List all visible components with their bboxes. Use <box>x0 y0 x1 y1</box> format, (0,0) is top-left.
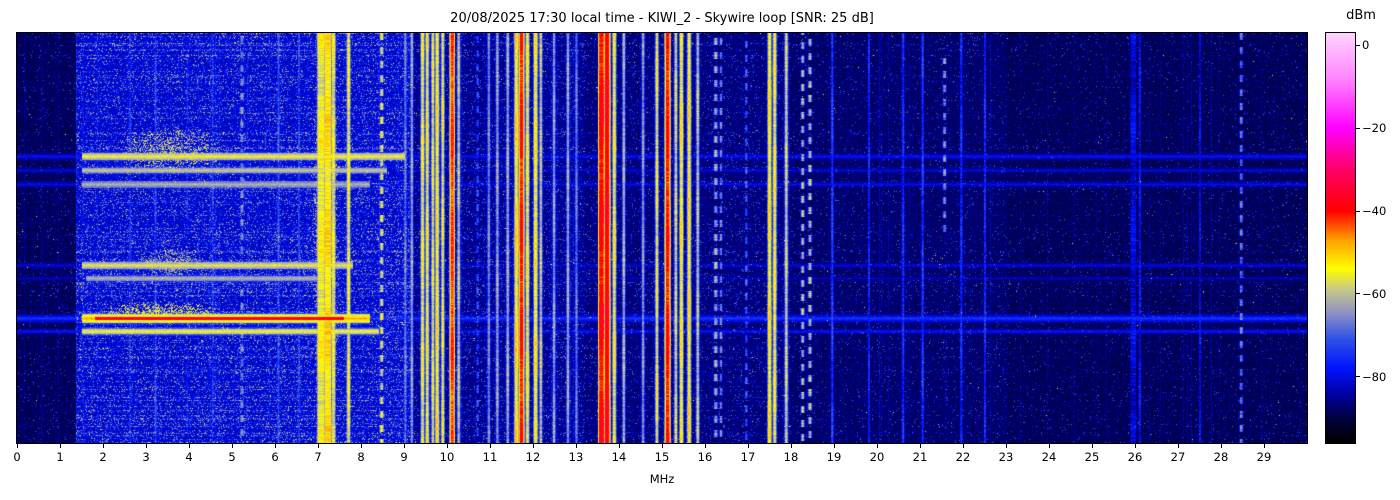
x-tick-label: 13 <box>568 450 584 464</box>
x-tick-mark <box>274 444 276 448</box>
x-tick-mark <box>1177 444 1179 448</box>
x-tick-mark <box>317 444 319 448</box>
colorbar-label: dBm <box>1346 8 1376 23</box>
colorbar-tick-mark <box>1356 376 1360 378</box>
x-tick-mark <box>1048 444 1050 448</box>
x-tick-label: 22 <box>955 450 971 464</box>
x-tick-label: 14 <box>611 450 627 464</box>
x-tick-mark <box>618 444 620 448</box>
x-tick-label: 5 <box>228 450 236 464</box>
x-tick-mark <box>876 444 878 448</box>
x-tick-label: 28 <box>1213 450 1229 464</box>
waterfall-plot <box>16 32 1308 444</box>
colorbar <box>1325 32 1356 444</box>
colorbar-tick-mark <box>1356 127 1360 129</box>
x-tick-label: 18 <box>783 450 799 464</box>
x-tick-label: 6 <box>271 450 279 464</box>
x-tick-mark <box>446 444 448 448</box>
x-tick-mark <box>145 444 147 448</box>
x-tick-label: 25 <box>1084 450 1100 464</box>
colorbar-tick-label: 0 <box>1362 38 1370 53</box>
x-tick-label: 21 <box>912 450 928 464</box>
x-tick-label: 20 <box>869 450 885 464</box>
x-tick-label: 26 <box>1127 450 1143 464</box>
x-tick-mark <box>790 444 792 448</box>
x-tick-mark <box>962 444 964 448</box>
x-tick-label: 12 <box>525 450 541 464</box>
x-tick-mark <box>188 444 190 448</box>
colorbar-canvas <box>1326 33 1355 443</box>
x-tick-label: 11 <box>482 450 498 464</box>
x-tick-mark <box>1220 444 1222 448</box>
x-tick-label: 24 <box>1041 450 1057 464</box>
x-tick-mark <box>833 444 835 448</box>
x-tick-label: 23 <box>998 450 1014 464</box>
x-tick-mark <box>403 444 405 448</box>
x-tick-label: 9 <box>400 450 408 464</box>
x-tick-mark <box>1263 444 1265 448</box>
x-tick-mark <box>704 444 706 448</box>
x-tick-label: 27 <box>1170 450 1186 464</box>
colorbar-tick-label: −40 <box>1362 204 1387 219</box>
x-tick-mark <box>360 444 362 448</box>
x-tick-mark <box>489 444 491 448</box>
x-tick-mark <box>575 444 577 448</box>
colorbar-tick-mark <box>1356 293 1360 295</box>
colorbar-tick-label: −80 <box>1362 369 1387 384</box>
colorbar-tick-label: −20 <box>1362 121 1387 136</box>
x-tick-mark <box>231 444 233 448</box>
x-tick-label: 0 <box>13 450 21 464</box>
x-tick-label: 19 <box>826 450 842 464</box>
x-tick-mark <box>661 444 663 448</box>
x-tick-mark <box>1091 444 1093 448</box>
x-tick-label: 7 <box>314 450 322 464</box>
x-tick-mark <box>1134 444 1136 448</box>
x-tick-mark <box>919 444 921 448</box>
x-tick-label: 8 <box>357 450 365 464</box>
x-tick-label: 1 <box>56 450 64 464</box>
chart-title: 20/08/2025 17:30 local time - KIWI_2 - S… <box>450 11 874 26</box>
colorbar-tick-mark <box>1356 44 1360 46</box>
x-tick-mark <box>16 444 18 448</box>
x-tick-label: 2 <box>99 450 107 464</box>
colorbar-tick-mark <box>1356 210 1360 212</box>
x-tick-label: 16 <box>697 450 713 464</box>
x-tick-mark <box>59 444 61 448</box>
x-tick-label: 17 <box>740 450 756 464</box>
x-tick-label: 15 <box>654 450 670 464</box>
x-tick-label: 3 <box>142 450 150 464</box>
x-tick-mark <box>1005 444 1007 448</box>
waterfall-canvas <box>17 33 1307 443</box>
x-tick-label: 4 <box>185 450 193 464</box>
x-tick-mark <box>102 444 104 448</box>
x-axis-label: MHz <box>649 472 675 486</box>
x-tick-label: 29 <box>1256 450 1272 464</box>
x-tick-mark <box>532 444 534 448</box>
x-tick-label: 10 <box>439 450 455 464</box>
x-tick-mark <box>747 444 749 448</box>
colorbar-tick-label: −60 <box>1362 286 1387 301</box>
